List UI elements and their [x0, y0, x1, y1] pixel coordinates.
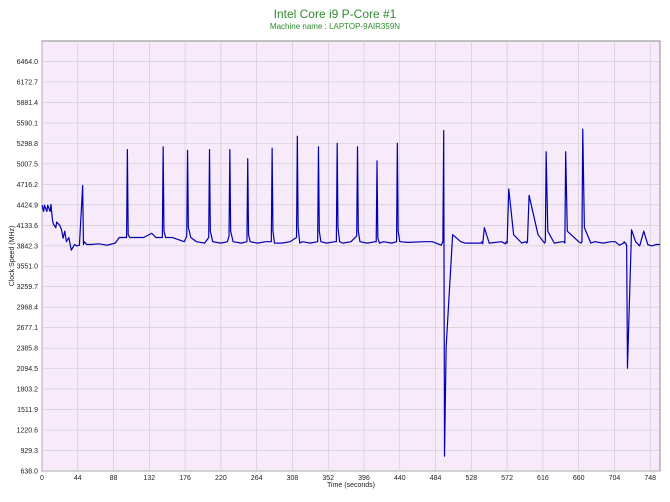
- x-axis-ticks: 0 44 88 132 176 220 264 308 352 396 440 484 528 572 61…: [40, 475, 656, 482]
- y-tick-label: 2385.8: [17, 346, 39, 353]
- plot-area: [41, 40, 661, 472]
- x-tick-label: 88: [110, 475, 118, 482]
- y-tick-label: 4424.9: [17, 202, 39, 209]
- x-tick-label: 440: [394, 475, 406, 482]
- y-tick-label: 3842.3: [17, 243, 39, 250]
- y-tick-label: 638.0: [20, 469, 38, 476]
- series-line-clock-speed: [41, 128, 660, 457]
- x-tick-label: 264: [251, 475, 263, 482]
- x-tick-label: 44: [74, 475, 82, 482]
- y-tick-label: 6464.0: [17, 59, 39, 66]
- y-tick-label: 5007.5: [17, 161, 39, 168]
- x-axis-label: Time (seconds): [327, 482, 375, 489]
- x-tick-label: 132: [143, 475, 155, 482]
- y-tick-label: 929.3: [20, 448, 38, 455]
- y-tick-label: 1220.6: [17, 428, 39, 435]
- y-tick-label: 6172.7: [17, 79, 39, 86]
- y-tick-label: 3551.0: [17, 264, 39, 271]
- chart-subtitle: Machine name : LAPTOP-9AIR359N: [269, 22, 401, 31]
- y-tick-label: 5590.1: [17, 120, 39, 127]
- y-tick-label: 5881.4: [17, 100, 39, 107]
- grid: [41, 41, 660, 472]
- y-tick-label: 2968.4: [17, 305, 39, 312]
- chart-title: Intel Core i9 P-Core #1: [273, 7, 397, 21]
- x-tick-label: 704: [609, 475, 621, 482]
- x-tick-label: 616: [537, 475, 549, 482]
- x-tick-label: 176: [179, 475, 191, 482]
- y-axis-label: Clock Speed (MHz): [9, 226, 16, 287]
- x-tick-label: 352: [322, 475, 334, 482]
- y-tick-label: 3259.7: [17, 284, 39, 291]
- y-tick-label: 5298.8: [17, 141, 39, 148]
- x-tick-label: 748: [644, 475, 656, 482]
- y-tick-label: 1803.2: [17, 387, 39, 394]
- x-tick-label: 0: [40, 475, 44, 482]
- y-tick-label: 2094.5: [17, 366, 39, 373]
- series-group: [41, 128, 660, 457]
- y-tick-label: 4133.6: [17, 223, 39, 230]
- x-tick-label: 220: [215, 475, 227, 482]
- x-tick-label: 660: [573, 475, 585, 482]
- x-tick-label: 572: [501, 475, 513, 482]
- x-tick-label: 396: [358, 475, 370, 482]
- y-axis-ticks: 638.0 929.3 1220.6 1511.9 1803.2 2094.5 2385.8…: [17, 59, 39, 476]
- x-tick-label: 308: [287, 475, 299, 482]
- y-tick-label: 1511.9: [17, 407, 38, 414]
- x-tick-label: 484: [430, 475, 442, 482]
- y-tick-label: 2677.1: [17, 325, 39, 332]
- x-tick-label: 528: [466, 475, 478, 482]
- y-tick-label: 4716.2: [17, 182, 39, 189]
